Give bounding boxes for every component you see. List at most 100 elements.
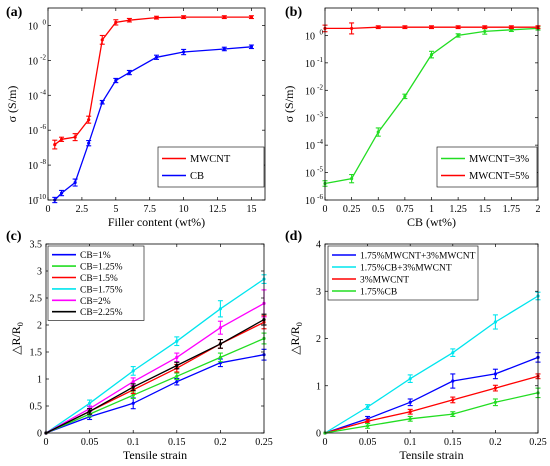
legend-label: 1.75%CB+3%MWCNT — [360, 264, 452, 274]
y-tick-exponent: 0 — [320, 28, 324, 36]
data-point — [59, 137, 64, 141]
legend-label: 3%MWCNT — [360, 276, 409, 286]
data-point — [493, 320, 497, 324]
y-tick-exponent: -6 — [317, 193, 323, 201]
panel-b: (b)0 0.25 0.5 0.75 1 1.25 1.5 1.75 210-610-510-4… — [282, 5, 541, 229]
x-tick-label: 0 — [44, 437, 49, 448]
y-tick-label: 10 — [28, 196, 38, 207]
x-axis-title: Tensile strain — [123, 448, 187, 462]
x-axis-title: Tensile strain — [399, 448, 463, 462]
y-tick-label: 3.5 — [30, 240, 43, 251]
panel-label: (b) — [285, 5, 302, 20]
legend-label: CB=1.5% — [80, 274, 118, 284]
data-point — [131, 385, 135, 389]
x-tick-label: 1.5 — [479, 204, 492, 215]
x-tick-label: 7.5 — [143, 204, 156, 215]
data-point — [408, 417, 412, 421]
x-tick-label: 0.5 — [372, 204, 385, 215]
x-tick-label: 0.05 — [81, 437, 99, 448]
data-point — [493, 400, 497, 404]
x-tick-label: 1.25 — [449, 204, 467, 215]
legend-box — [157, 146, 265, 188]
data-point — [451, 351, 455, 355]
series-line-4 — [324, 392, 539, 434]
data-point — [73, 180, 77, 185]
data-point — [456, 33, 460, 38]
data-point — [131, 380, 135, 384]
y-tick-label: 1.5 — [30, 348, 43, 359]
y-tick-label: 10 — [305, 114, 315, 125]
data-point — [182, 50, 186, 54]
y-axis-title-subscript: 0 — [295, 322, 304, 326]
data-point — [175, 363, 179, 368]
y-tick-label: 10 — [28, 126, 38, 137]
data-point — [114, 20, 118, 24]
y-tick-label: 2 — [316, 334, 321, 345]
data-point — [509, 25, 513, 29]
data-point — [182, 15, 186, 19]
plot-frame — [47, 7, 266, 201]
data-point — [59, 191, 64, 195]
y-tick-label: 0 — [37, 429, 42, 440]
data-point — [403, 94, 407, 98]
y-tick-label: 10 — [305, 59, 315, 70]
x-tick-label: 0 — [323, 437, 328, 448]
data-point — [429, 25, 434, 29]
x-tick-label: 0.25 — [255, 437, 273, 448]
legend-label: CB=1.75% — [80, 285, 123, 295]
x-tick-label: 0.2 — [489, 437, 502, 448]
data-point — [53, 142, 57, 147]
x-tick-label: 0.25 — [343, 204, 361, 215]
data-point — [87, 118, 91, 122]
x-tick-label: 0.15 — [168, 437, 186, 448]
data-point — [408, 410, 412, 414]
data-point — [114, 78, 118, 83]
panel-a: (a)0 2.5 5 7.5 10 12.5 1510-1010-810-610-410-2… — [5, 5, 266, 229]
data-point — [403, 25, 407, 29]
legend-label: CB=1.25% — [80, 263, 123, 273]
data-point — [131, 369, 135, 373]
y-tick-label: 10 — [305, 196, 315, 207]
data-point — [483, 29, 487, 34]
legend-label: CB — [190, 171, 204, 182]
y-tick-label: 10 — [305, 31, 315, 42]
plot-frame — [45, 243, 265, 434]
x-axis-title: CB (wt%) — [407, 215, 456, 229]
data-point — [451, 379, 455, 383]
y-axis-title-subscript: 0 — [16, 322, 25, 326]
x-tick-label: 0.05 — [359, 437, 377, 448]
data-point — [483, 25, 487, 29]
data-point — [222, 15, 226, 19]
data-point — [87, 141, 91, 145]
panel-label: (d) — [285, 229, 302, 244]
x-tick-label: 0.75 — [396, 204, 414, 215]
series-line-6 — [45, 319, 265, 434]
series-line-3 — [324, 375, 539, 434]
y-tick-exponent: -4 — [40, 88, 46, 96]
series-line-4 — [45, 278, 265, 434]
legend-label: CB=2% — [80, 297, 111, 307]
data-point — [100, 100, 104, 104]
legend-label: CB=2.25% — [80, 308, 123, 318]
y-tick-exponent: -5 — [317, 166, 323, 174]
y-tick-label: 4 — [316, 240, 321, 251]
y-tick-label: 3 — [37, 267, 42, 278]
x-tick-label: 2.5 — [76, 204, 89, 215]
legend-box — [47, 245, 145, 321]
data-point — [408, 377, 412, 381]
y-tick-label: 10 — [28, 161, 38, 172]
x-tick-label: 0.2 — [214, 437, 227, 448]
series-line-1 — [54, 16, 252, 146]
y-tick-label: 1 — [316, 381, 321, 392]
data-point — [350, 26, 354, 31]
data-point — [218, 355, 222, 359]
y-axis-title: △R/R0 — [288, 322, 304, 355]
legend-label: MWCNT=5% — [469, 171, 529, 182]
data-point — [376, 130, 380, 134]
data-point — [88, 409, 92, 413]
data-point — [493, 386, 497, 390]
data-point — [175, 380, 179, 384]
y-tick-label: 10 — [28, 91, 38, 102]
data-point — [175, 374, 179, 378]
